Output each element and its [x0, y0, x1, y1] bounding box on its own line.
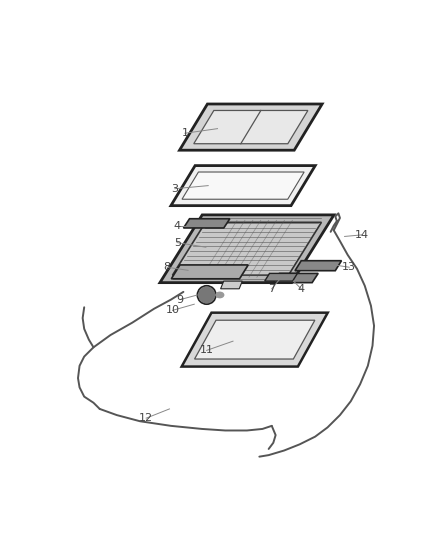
Circle shape	[199, 287, 214, 303]
Text: 3: 3	[171, 184, 178, 193]
Ellipse shape	[216, 292, 224, 297]
Polygon shape	[194, 110, 308, 144]
Text: 12: 12	[139, 413, 153, 423]
Polygon shape	[182, 172, 304, 199]
Text: 10: 10	[166, 305, 180, 316]
Polygon shape	[180, 104, 322, 150]
Polygon shape	[265, 273, 297, 281]
Polygon shape	[295, 261, 342, 271]
Polygon shape	[173, 222, 321, 275]
Polygon shape	[194, 320, 315, 359]
Text: 14: 14	[355, 230, 369, 240]
Polygon shape	[221, 281, 242, 289]
Polygon shape	[182, 313, 328, 367]
Text: 7: 7	[268, 284, 276, 294]
Text: 13: 13	[342, 262, 356, 272]
Polygon shape	[171, 265, 248, 279]
Text: 4: 4	[298, 284, 305, 294]
Polygon shape	[171, 166, 315, 206]
Text: 9: 9	[177, 295, 184, 304]
Text: 1: 1	[181, 128, 188, 138]
Polygon shape	[273, 273, 318, 282]
Polygon shape	[160, 215, 334, 282]
Text: 8: 8	[163, 262, 171, 272]
Text: 11: 11	[200, 345, 214, 356]
Polygon shape	[184, 219, 230, 228]
Text: 5: 5	[174, 238, 181, 248]
Text: 4: 4	[173, 221, 181, 231]
